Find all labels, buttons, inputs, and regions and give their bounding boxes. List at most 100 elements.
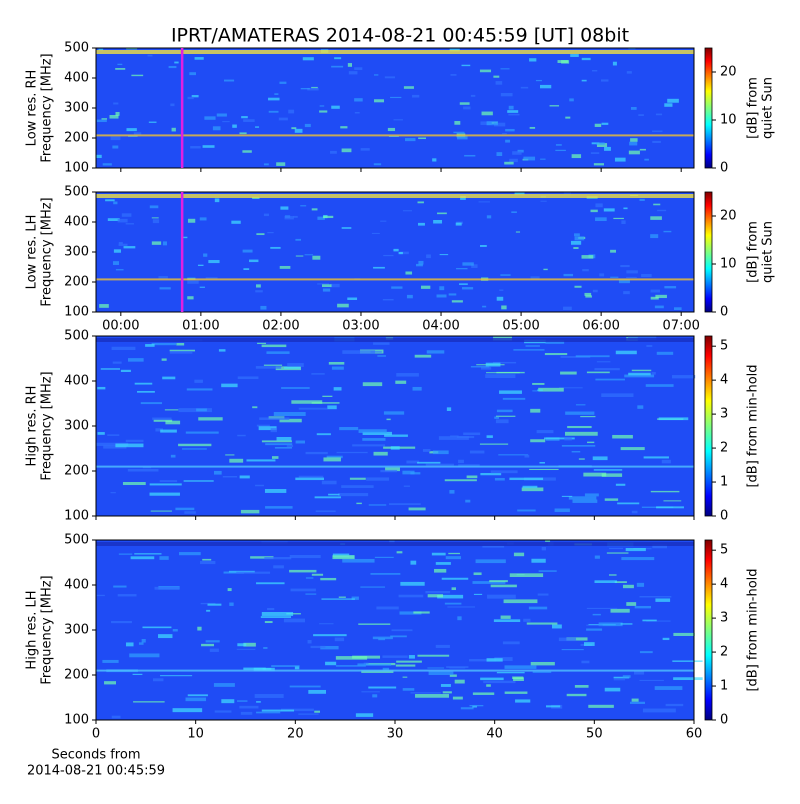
spectrogram-texture (578, 458, 585, 460)
spectrogram-texture (658, 417, 689, 421)
spectrogram-texture (664, 286, 677, 289)
chart-title: IPRT/AMATERAS 2014-08-21 00:45:59 [UT] 0… (171, 25, 629, 47)
spectrogram-texture (644, 158, 649, 161)
spectrogram-texture (298, 475, 324, 478)
spectrogram-texture (98, 48, 104, 51)
spectrogram-texture (326, 455, 343, 459)
spectrogram-texture (373, 266, 385, 269)
spectrogram-texture (454, 121, 461, 125)
spectrogram-texture (637, 405, 644, 409)
spectrogram-texture (149, 205, 159, 209)
spectrogram-texture (471, 264, 478, 268)
spectrogram-texture (571, 451, 581, 453)
spectrogram-texture (457, 616, 462, 621)
spectrogram-texture (617, 502, 640, 505)
spectrogram-texture (539, 84, 552, 89)
spectrogram-texture (256, 424, 270, 427)
spectrogram-texture (145, 344, 155, 347)
spectrogram-texture (571, 154, 582, 159)
spectrogram-texture (583, 642, 595, 646)
spectrogram-texture (383, 411, 405, 415)
spectrogram-texture (334, 637, 345, 642)
spectrogram-texture (651, 372, 656, 375)
spectrogram-texture (96, 154, 102, 158)
spectrogram-texture (446, 666, 469, 668)
spectrogram-texture (530, 439, 546, 443)
spectrogram-texture (551, 624, 562, 629)
spectrogram-texture (650, 234, 659, 239)
spectrogram-texture (504, 161, 514, 165)
spectrogram-texture (493, 619, 521, 622)
spectrogram-texture (631, 369, 652, 372)
spectrogram-texture (399, 251, 409, 255)
spectrogram-texture (295, 477, 324, 481)
y-tick-label: 400 (64, 71, 89, 86)
spectrogram-texture (601, 393, 634, 398)
spectrogram-texture (496, 409, 513, 413)
spectrogram-texture (335, 665, 366, 667)
spectrogram-texture (449, 490, 455, 494)
colorbar-label: [dB] from min-hold (746, 568, 761, 691)
spectrogram-texture (440, 684, 451, 687)
spectrogram-texture (486, 684, 491, 687)
spectrogram-texture (558, 387, 583, 389)
spectrogram-texture (222, 475, 238, 478)
spectrogram-texture (586, 628, 603, 631)
spectrogram-texture (481, 111, 493, 116)
spectrogram-texture (555, 149, 566, 152)
spectrogram-texture (615, 350, 637, 355)
spectrogram-texture (594, 368, 620, 371)
spectrogram-texture (395, 664, 416, 667)
spectrogram-texture (208, 260, 220, 264)
spectrogram-texture (418, 222, 425, 226)
spectrogram-texture (417, 654, 450, 657)
x-tick-label: 03:00 (342, 319, 379, 334)
spectrogram-texture (162, 376, 176, 380)
spectrogram-texture (655, 113, 663, 116)
spectrogram-texture (107, 218, 120, 221)
spectrogram-texture (545, 540, 551, 542)
spectrogram-texture (560, 355, 591, 358)
spectrogram-texture (498, 454, 529, 456)
spectrogram-texture (478, 201, 490, 203)
colorbar-label: [dB] from (746, 221, 761, 283)
spectrogram-texture (487, 594, 516, 599)
spectrogram-texture (575, 355, 610, 358)
spectrogram-texture (265, 443, 293, 446)
y-axis-label: Frequency [MHz] (40, 197, 55, 306)
spectrogram-texture (112, 145, 119, 149)
colorbar-tick-label: 4 (720, 373, 728, 388)
spectrogram-texture (232, 124, 237, 128)
spectrogram-texture (260, 616, 292, 618)
spectrogram-texture (473, 572, 482, 576)
spectrogram-texture (470, 94, 476, 97)
spectrogram-texture (642, 619, 657, 622)
spectrogram-texture (536, 430, 554, 434)
spectrogram-texture (347, 297, 358, 300)
spectrogram-texture (517, 509, 536, 512)
spectrogram-texture (349, 477, 366, 480)
spectrogram-texture (563, 306, 572, 311)
spectrogram-texture (206, 609, 211, 612)
spectrogram-texture (118, 241, 123, 245)
spectrogram-texture (291, 400, 323, 404)
spectrogram-texture (406, 460, 420, 464)
spectrogram-texture (289, 569, 317, 573)
spectrogram-texture (370, 351, 382, 353)
spectrogram-texture (361, 691, 380, 693)
spectrogram-texture (505, 139, 511, 143)
spectrogram-texture (96, 594, 105, 597)
spectrogram-texture (289, 554, 321, 559)
spectrogram-texture (653, 203, 661, 206)
spectrogram-texture (259, 417, 290, 420)
spectrogram-texture (405, 271, 413, 275)
spectrogram-texture (216, 113, 227, 117)
spectrogram-texture (482, 305, 487, 308)
spectrogram-texture (572, 499, 598, 503)
spectrogram-texture (415, 694, 449, 698)
colorbar-tick-label: 10 (720, 113, 737, 128)
spectrogram-texture (117, 218, 128, 223)
spectrogram-texture (524, 454, 530, 458)
spectrogram-texture (538, 387, 564, 392)
spectrogram-texture (278, 117, 288, 121)
